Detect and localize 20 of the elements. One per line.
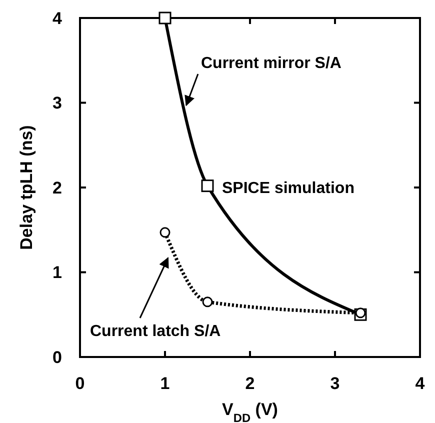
y-tick-label: 3 <box>52 94 62 113</box>
y-tick-label: 2 <box>52 178 62 198</box>
annotation: Current latch S/A <box>90 323 222 340</box>
y-tick-label: 0 <box>52 348 62 367</box>
y-tick-label: 1 <box>52 263 62 282</box>
x-tick-label: 1 <box>160 374 170 393</box>
x-tick-label: 3 <box>330 374 340 393</box>
annotation: SPICE simulation <box>222 180 354 197</box>
x-axis-title: V$_{DD}$ (V) <box>222 400 278 423</box>
y-axis-title: Delay tpLH (ns) <box>17 125 36 250</box>
y-tick-label: 4 <box>52 8 63 28</box>
x-tick-label: 0 <box>75 374 85 393</box>
point <box>355 308 366 318</box>
x-tick-label: 2 <box>245 374 255 393</box>
x-tick-label: 4 <box>415 374 426 393</box>
annotation: Current mirror S/A <box>201 55 342 72</box>
point <box>160 227 170 238</box>
point <box>158 12 172 24</box>
point <box>201 180 214 192</box>
point <box>202 296 213 308</box>
